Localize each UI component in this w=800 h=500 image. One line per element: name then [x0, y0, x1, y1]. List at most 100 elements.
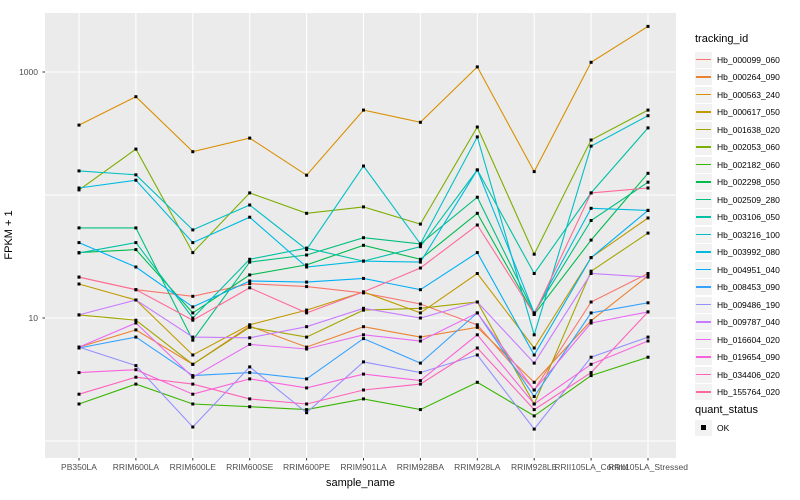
- data-point: [475, 211, 479, 215]
- data-point: [305, 308, 309, 312]
- legend-color-line-icon: [696, 251, 711, 253]
- legend-item: Hb_002298_050: [695, 174, 780, 192]
- legend-title-tracking-id: tracking_id: [695, 33, 749, 45]
- y-tick-label: 10: [28, 313, 38, 323]
- legend-item-label: Hb_000563_240: [717, 89, 780, 100]
- data-point: [134, 241, 138, 245]
- data-point: [305, 411, 309, 415]
- data-point: [475, 272, 479, 275]
- data-point: [532, 353, 536, 357]
- data-point: [532, 380, 536, 384]
- data-point: [418, 257, 422, 261]
- legend-item-label: Hb_003216_100: [717, 229, 780, 240]
- data-point: [77, 402, 81, 406]
- legend-item: Hb_155764_020: [695, 384, 780, 402]
- data-point: [646, 275, 650, 279]
- legend-item-label: Hb_002053_060: [717, 142, 780, 153]
- data-point: [77, 275, 81, 279]
- legend-key-swatch: [695, 366, 712, 383]
- data-point: [191, 362, 195, 366]
- legend-key-swatch: [695, 209, 712, 226]
- legend-item: Hb_000563_240: [695, 86, 780, 104]
- legend-key-swatch: [695, 279, 712, 296]
- legend-item-label: Hb_004951_040: [717, 264, 780, 275]
- data-point: [475, 311, 479, 315]
- data-point: [362, 164, 365, 168]
- black-square-point-icon: [701, 425, 706, 430]
- data-point: [77, 186, 81, 190]
- legend-color-line-icon: [696, 233, 711, 236]
- data-point: [362, 325, 365, 329]
- data-point: [362, 306, 365, 310]
- data-point: [134, 382, 138, 386]
- data-point: [362, 397, 365, 401]
- y-axis-title: FPKM + 1: [3, 210, 15, 260]
- data-point: [191, 294, 195, 298]
- x-tick-label: RRIM600PE: [282, 462, 331, 472]
- data-point: [589, 269, 593, 273]
- x-tick-label: RRII105LA_Stressed: [608, 462, 688, 472]
- legend-item: Hb_016604_020: [695, 331, 780, 349]
- legend-item-ok: OK: [695, 419, 729, 437]
- legend-item: Hb_001638_020: [695, 121, 780, 139]
- data-point: [362, 337, 365, 341]
- x-tick-label: PB350LA: [61, 462, 97, 472]
- legend-item: Hb_008453_090: [695, 279, 780, 297]
- data-point: [305, 325, 309, 329]
- legend-item-label: Hb_003106_050: [717, 212, 780, 223]
- legend-item: Hb_002509_280: [695, 191, 780, 209]
- legend-key-swatch: [695, 314, 712, 331]
- data-point: [646, 310, 650, 314]
- data-point: [362, 333, 365, 337]
- data-point: [589, 371, 593, 375]
- data-point: [248, 203, 252, 207]
- data-point: [418, 408, 422, 412]
- legend-item-list: Hb_000099_060 Hb_000264_090 Hb_000563_240 H…: [695, 51, 780, 401]
- data-point: [532, 346, 536, 350]
- data-point: [646, 114, 650, 118]
- legend-item-label: Hb_002182_060: [717, 159, 780, 170]
- data-point: [134, 226, 138, 230]
- y-tick-label: 1000: [19, 67, 38, 77]
- data-point: [191, 402, 195, 406]
- data-point: [475, 223, 479, 227]
- data-point: [191, 228, 195, 232]
- data-point: [191, 251, 195, 255]
- legend-key-swatch: [695, 104, 712, 121]
- legend-item-label: Hb_000617_050: [717, 107, 780, 118]
- legend-color-line-icon: [696, 391, 711, 393]
- data-point: [248, 286, 252, 290]
- data-point: [362, 360, 365, 364]
- data-point: [248, 282, 252, 286]
- data-point: [418, 382, 422, 386]
- data-point: [418, 316, 422, 320]
- legend-item: Hb_009787_040: [695, 314, 780, 332]
- data-point: [646, 126, 650, 130]
- data-point: [646, 339, 650, 343]
- data-point: [475, 125, 479, 129]
- legend-title-quant-status: quant_status: [695, 404, 758, 416]
- data-point: [305, 263, 309, 267]
- data-point: [248, 377, 252, 381]
- data-point: [134, 248, 138, 252]
- data-point: [532, 395, 536, 398]
- data-point: [589, 238, 593, 242]
- data-point: [77, 251, 81, 255]
- x-tick-label: RRIM928LE: [511, 462, 558, 472]
- data-point: [418, 311, 422, 315]
- legend-item-label: Hb_155764_020: [717, 387, 780, 398]
- data-point: [248, 371, 252, 375]
- data-point: [77, 169, 81, 173]
- data-point: [248, 325, 252, 329]
- data-point: [305, 173, 309, 177]
- quant-status-key: [695, 419, 712, 436]
- data-point: [362, 372, 365, 376]
- data-point: [646, 216, 650, 220]
- data-point: [589, 272, 593, 275]
- data-point: [418, 371, 422, 375]
- legend-key-swatch: [695, 121, 712, 138]
- data-point: [134, 318, 138, 322]
- data-point: [134, 375, 138, 379]
- legend-item-label: Hb_008453_090: [717, 282, 780, 293]
- data-point: [77, 392, 81, 396]
